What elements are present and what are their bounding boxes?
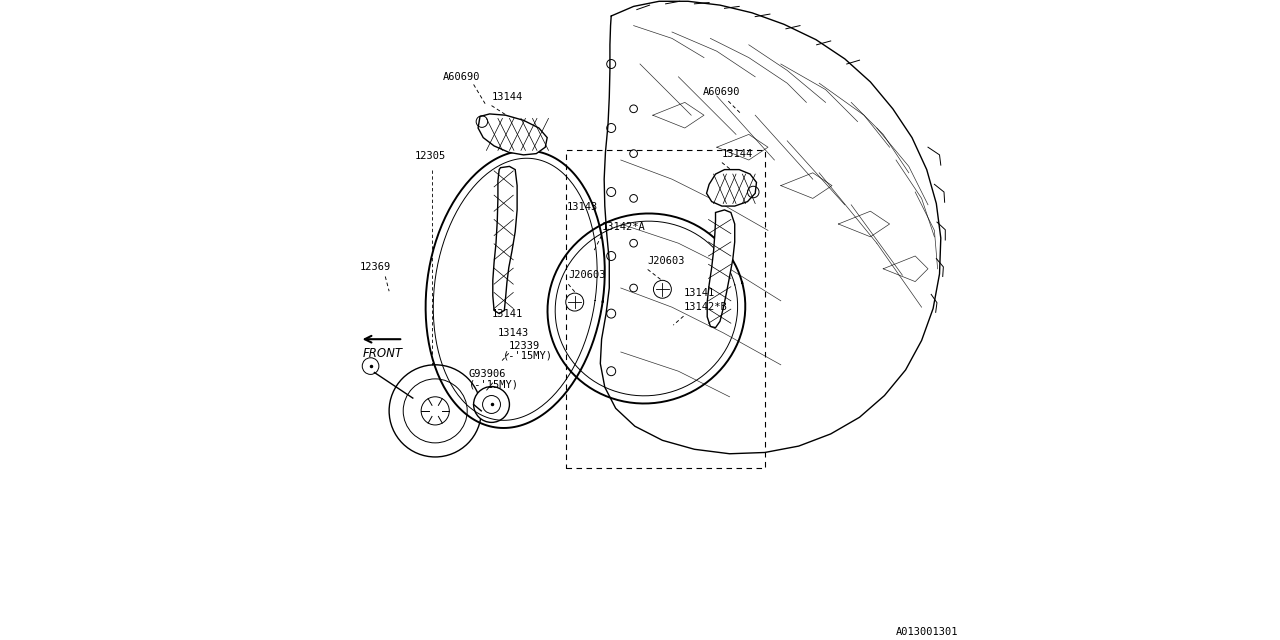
Text: J20603: J20603 (648, 255, 685, 266)
Circle shape (483, 396, 500, 413)
Polygon shape (708, 210, 735, 328)
Polygon shape (479, 114, 548, 155)
Text: FRONT: FRONT (362, 347, 403, 360)
Text: 13143: 13143 (498, 328, 529, 338)
Polygon shape (707, 170, 756, 206)
Text: J20603: J20603 (568, 270, 605, 280)
Circle shape (566, 293, 584, 311)
Text: 13142*B: 13142*B (684, 302, 727, 312)
Circle shape (474, 387, 509, 422)
Text: 12305: 12305 (415, 151, 445, 161)
Text: G93906: G93906 (468, 369, 506, 379)
Text: (-'15MY): (-'15MY) (468, 379, 518, 389)
Text: 13143: 13143 (566, 202, 598, 212)
Circle shape (630, 105, 637, 113)
Text: 13144: 13144 (492, 92, 522, 102)
Circle shape (630, 150, 637, 157)
Circle shape (630, 284, 637, 292)
Text: (-'15MY): (-'15MY) (502, 350, 553, 360)
Text: A60690: A60690 (703, 87, 740, 97)
Text: 13141: 13141 (684, 287, 714, 298)
Text: 13141: 13141 (492, 308, 522, 319)
Text: 12369: 12369 (360, 262, 390, 272)
Circle shape (630, 239, 637, 247)
Text: A60690: A60690 (443, 72, 480, 82)
Circle shape (654, 280, 672, 298)
Text: A013001301: A013001301 (896, 627, 959, 637)
Circle shape (630, 195, 637, 202)
Polygon shape (493, 166, 517, 314)
Text: 12339: 12339 (508, 340, 540, 351)
Text: 13142*A: 13142*A (602, 221, 645, 232)
Text: 13144: 13144 (722, 148, 753, 159)
